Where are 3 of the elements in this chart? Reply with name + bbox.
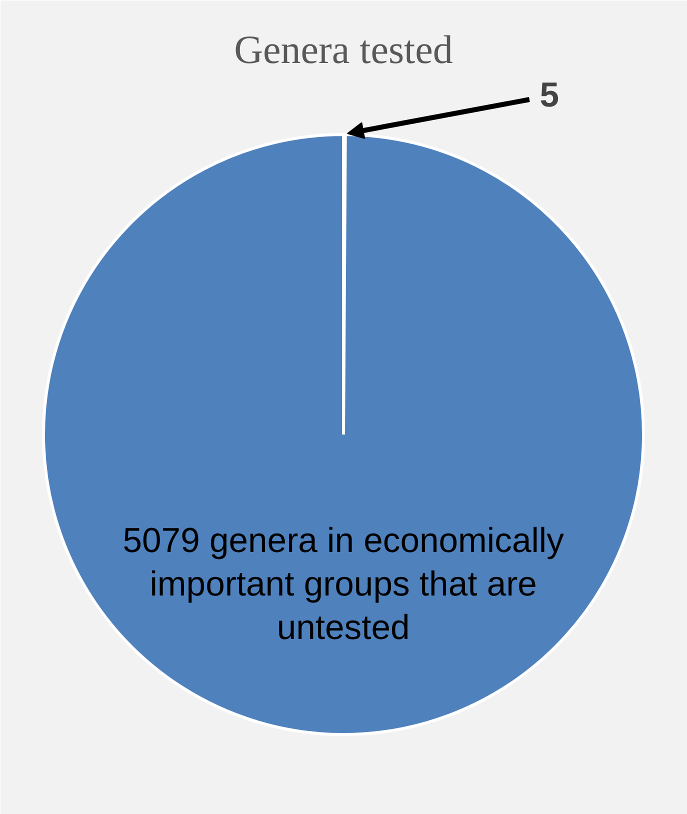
data-label: 5079 genera in economically important groups that are untested (122, 522, 565, 648)
chart-title: Genera tested (234, 27, 453, 72)
data-label: 5 (540, 76, 560, 114)
